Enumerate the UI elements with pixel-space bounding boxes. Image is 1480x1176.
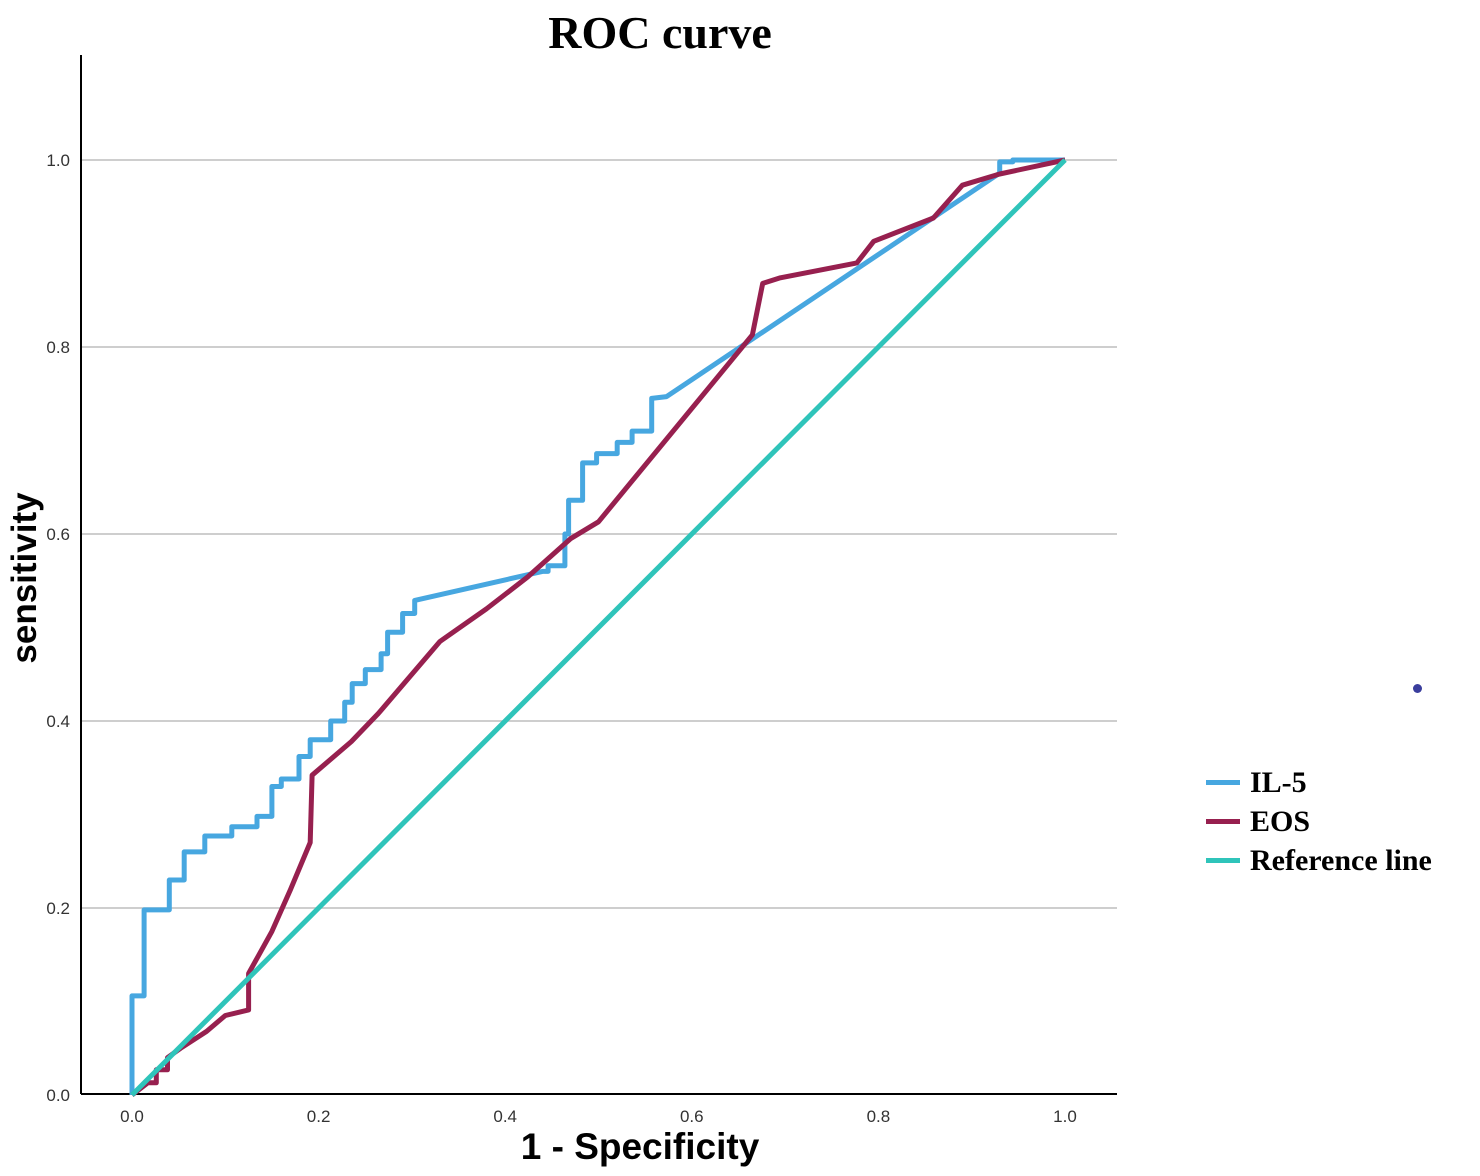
y-tick-label: 1.0	[46, 151, 70, 170]
legend-label-reference-line: Reference line	[1250, 843, 1432, 877]
series-line-reference-line	[130, 158, 1067, 1097]
x-tick-label: 0.6	[680, 1107, 704, 1126]
chart-title: ROC curve	[548, 7, 772, 58]
x-tick-label: 0.8	[867, 1107, 891, 1126]
legend-swatch-il-5	[1206, 780, 1240, 785]
legend-item-reference-line: Reference line	[1206, 841, 1432, 880]
stray-dot	[1413, 684, 1422, 693]
y-tick-label: 0.4	[46, 712, 70, 731]
x-axis-label: 1 - Specificity	[520, 1126, 760, 1167]
legend-item-il-5: IL-5	[1206, 763, 1432, 802]
legend-swatch-reference-line	[1206, 858, 1240, 863]
legend: IL-5 EOS Reference line	[1206, 763, 1432, 880]
y-tick-label: 0.6	[46, 525, 70, 544]
legend-label-eos: EOS	[1250, 804, 1311, 838]
y-tick-label: 0.8	[46, 338, 70, 357]
legend-label-il-5: IL-5	[1250, 765, 1307, 799]
x-tick-label: 0.2	[307, 1107, 331, 1126]
x-tick-label: 1.0	[1053, 1107, 1077, 1126]
y-tick-label: 0.0	[46, 1086, 70, 1105]
x-tick-label: 0.4	[493, 1107, 517, 1126]
x-tick-label: 0.0	[120, 1107, 144, 1126]
y-tick-label: 0.2	[46, 899, 70, 918]
series-line-il-5	[129, 157, 1065, 1095]
legend-swatch-eos	[1206, 819, 1240, 824]
legend-item-eos: EOS	[1206, 802, 1432, 841]
